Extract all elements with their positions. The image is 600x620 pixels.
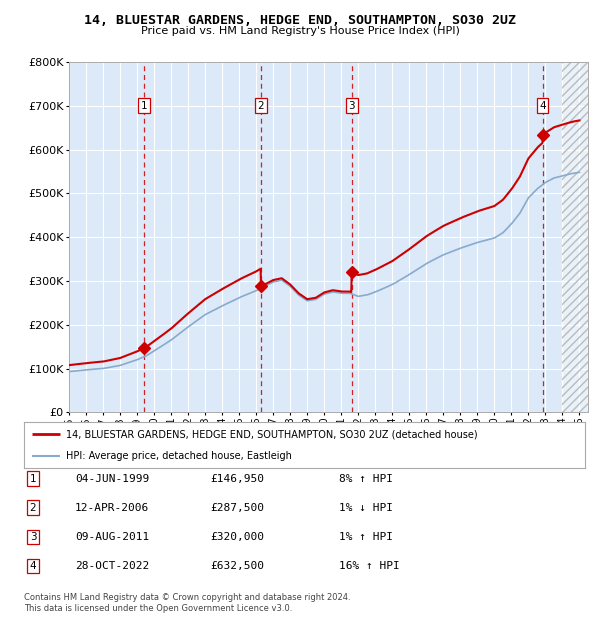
Text: 12-APR-2006: 12-APR-2006 (75, 503, 149, 513)
Text: 28-OCT-2022: 28-OCT-2022 (75, 561, 149, 571)
Text: 3: 3 (29, 532, 37, 542)
Text: Price paid vs. HM Land Registry's House Price Index (HPI): Price paid vs. HM Land Registry's House … (140, 26, 460, 36)
Text: HPI: Average price, detached house, Eastleigh: HPI: Average price, detached house, East… (66, 451, 292, 461)
Text: 4: 4 (29, 561, 37, 571)
Text: 1: 1 (141, 101, 148, 111)
Text: 2: 2 (257, 101, 264, 111)
Text: £320,000: £320,000 (210, 532, 264, 542)
Text: 04-JUN-1999: 04-JUN-1999 (75, 474, 149, 484)
Text: £632,500: £632,500 (210, 561, 264, 571)
Text: 14, BLUESTAR GARDENS, HEDGE END, SOUTHAMPTON, SO30 2UZ (detached house): 14, BLUESTAR GARDENS, HEDGE END, SOUTHAM… (66, 429, 478, 439)
Text: 3: 3 (349, 101, 355, 111)
Text: £146,950: £146,950 (210, 474, 264, 484)
Text: 1% ↓ HPI: 1% ↓ HPI (339, 503, 393, 513)
Text: 1: 1 (29, 474, 37, 484)
Text: £287,500: £287,500 (210, 503, 264, 513)
Text: 4: 4 (539, 101, 546, 111)
Text: Contains HM Land Registry data © Crown copyright and database right 2024.
This d: Contains HM Land Registry data © Crown c… (24, 593, 350, 613)
Text: 09-AUG-2011: 09-AUG-2011 (75, 532, 149, 542)
Bar (562, 62, 588, 412)
Text: 1% ↑ HPI: 1% ↑ HPI (339, 532, 393, 542)
Text: 8% ↑ HPI: 8% ↑ HPI (339, 474, 393, 484)
Text: 16% ↑ HPI: 16% ↑ HPI (339, 561, 400, 571)
Text: 2: 2 (29, 503, 37, 513)
Bar (562, 62, 588, 412)
Text: 14, BLUESTAR GARDENS, HEDGE END, SOUTHAMPTON, SO30 2UZ: 14, BLUESTAR GARDENS, HEDGE END, SOUTHAM… (84, 14, 516, 27)
